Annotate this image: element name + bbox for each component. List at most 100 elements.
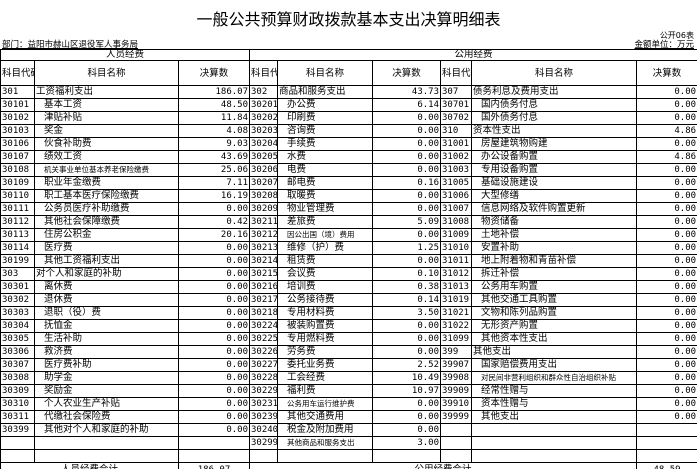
cell-code: 30231	[249, 397, 278, 411]
form-number: 公开06表	[659, 31, 694, 40]
table-row: 30103 奖金 4.08 30203 咨询费 0.00 310 资本性支出 4.86	[0, 124, 697, 138]
cell-amount: 0.00	[178, 332, 250, 346]
cell-amount: 0.38	[372, 280, 441, 294]
cell-amount: 0.00	[372, 137, 441, 151]
cell-amount: 0.00	[178, 384, 250, 398]
cell-amount: 48.50	[178, 98, 250, 112]
cell-name: 专用设备购置	[471, 163, 637, 177]
table-row: 30399 其他对个人和家庭的补助 0.00 30240 税金及附加费用 0.00	[0, 423, 697, 437]
cell-name: 职业年金缴费	[34, 176, 179, 190]
cell-code	[440, 436, 472, 450]
cell-amount: 0.00	[178, 410, 250, 424]
cell-name: 咨询费	[277, 124, 373, 138]
header-code: 科目代码	[0, 60, 35, 86]
cell-name: 维修（护）费	[277, 241, 373, 255]
group-public: 公用经费	[248, 49, 697, 61]
cell-amount: 0.00	[178, 280, 250, 294]
cell-amount: 10.49	[372, 371, 441, 385]
cell-code: 30399	[0, 423, 35, 437]
cell-name: 公务用车购置	[471, 280, 637, 294]
cell-name: 其他对个人和家庭的补助	[34, 423, 179, 437]
cell-amount: 0.00	[372, 332, 441, 346]
cell-name: 公务员医疗补助缴费	[34, 202, 179, 216]
cell-amount: 0.00	[372, 150, 441, 164]
cell-name: 水费	[277, 150, 373, 164]
cell-name: 其他资本性支出	[471, 332, 637, 346]
cell-code: 30211	[249, 215, 278, 229]
cell-code: 39907	[440, 358, 472, 372]
header-amount: 决算数	[178, 60, 250, 86]
cell-name: 电费	[277, 163, 373, 177]
group-personnel: 人员经费	[0, 49, 250, 61]
cell-amount	[635, 449, 697, 463]
cell-name: 抚恤金	[34, 319, 179, 333]
cell-code: 30202	[249, 111, 278, 125]
cell-amount: 0.14	[372, 293, 441, 307]
cell-name: 取暖费	[277, 189, 373, 203]
cell-name: 退休费	[34, 293, 179, 307]
cell-amount: 0.00	[635, 332, 697, 346]
cell-amount: 20.16	[178, 228, 250, 242]
cell-name	[471, 423, 637, 437]
public-total-label: 公用经费合计	[249, 462, 637, 469]
cell-code: 30113	[0, 228, 35, 242]
cell-amount: 0.00	[635, 215, 697, 229]
cell-code: 30225	[249, 332, 278, 346]
cell-code: 31099	[440, 332, 472, 346]
cell-code: 39909	[440, 384, 472, 398]
cell-amount: 186.07	[178, 85, 250, 99]
cell-amount: 0.00	[372, 345, 441, 359]
cell-name: 物业管理费	[277, 202, 373, 216]
cell-code: 30217	[249, 293, 278, 307]
cell-code: 30205	[249, 150, 278, 164]
cell-name: 工会经费	[277, 371, 373, 385]
cell-name: 奖励金	[34, 384, 179, 398]
cell-code: 30302	[0, 293, 35, 307]
cell-name: 土地补偿	[471, 228, 637, 242]
cell-name: 离休费	[34, 280, 179, 294]
cell-name: 地上附着物和青苗补偿	[471, 254, 637, 268]
cell-amount: 0.00	[635, 202, 697, 216]
cell-amount: 10.97	[372, 384, 441, 398]
cell-amount: 0.00	[635, 358, 697, 372]
cell-amount: 0.00	[372, 423, 441, 437]
cell-name: 其他社会保障缴费	[34, 215, 179, 229]
cell-name: 印刷费	[277, 111, 373, 125]
cell-code: 30207	[249, 176, 278, 190]
cell-name: 工资福利支出	[34, 85, 179, 99]
cell-code: 30201	[249, 98, 278, 112]
cell-amount: 0.00	[372, 228, 441, 242]
cell-amount: 0.00	[178, 254, 250, 268]
cell-name: 差旅费	[277, 215, 373, 229]
cell-code: 303	[0, 267, 35, 281]
cell-name	[277, 449, 373, 463]
cell-code: 30114	[0, 241, 35, 255]
cell-name: 住房公积金	[34, 228, 179, 242]
cell-amount: 0.00	[372, 410, 441, 424]
table-row: 30199 其他工资福利支出 0.00 30214 租赁费 0.00 31011 地上附着物和…	[0, 254, 697, 268]
cell-amount: 25.06	[178, 163, 250, 177]
cell-amount: 0.00	[635, 111, 697, 125]
cell-amount: 0.00	[635, 176, 697, 190]
cell-name: 公务用车运行维护费	[277, 397, 373, 411]
table-row: 30309 奖励金 0.00 30229 福利费 10.97 39909 经常性赠与 0.00	[0, 384, 697, 398]
cell-code: 30227	[249, 358, 278, 372]
cell-code: 30212	[249, 228, 278, 242]
cell-code: 399	[440, 345, 472, 359]
cell-name: 因公出国（境）费用	[277, 228, 373, 242]
cell-name: 个人农业生产补贴	[34, 397, 179, 411]
cell-amount: 0.00	[635, 384, 697, 398]
cell-code: 301	[0, 85, 35, 99]
cell-name: 公务接待费	[277, 293, 373, 307]
cell-code: 30108	[0, 163, 35, 177]
cell-name: 办公费	[277, 98, 373, 112]
cell-name: 职工基本医疗保险缴费	[34, 189, 179, 203]
cell-code: 30214	[249, 254, 278, 268]
cell-code: 30111	[0, 202, 35, 216]
cell-code: 30101	[0, 98, 35, 112]
cell-amount: 0.00	[178, 241, 250, 255]
cell-amount	[178, 436, 250, 450]
cell-name: 伙食补助费	[34, 137, 179, 151]
cell-code: 30106	[0, 137, 35, 151]
